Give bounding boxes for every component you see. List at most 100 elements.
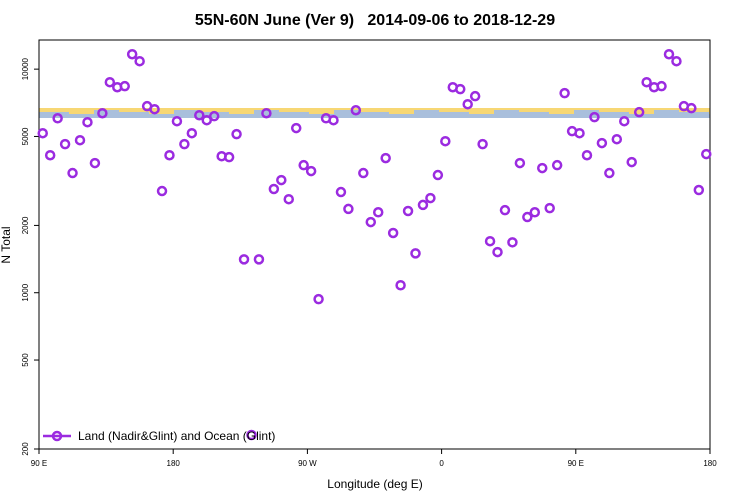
point <box>619 115 630 127</box>
point <box>477 138 488 150</box>
chart-title: 55N-60N June (Ver 9) 2014-09-06 to 2018-… <box>195 12 555 29</box>
point <box>522 211 533 223</box>
point <box>454 83 466 95</box>
y-tick-label: 500 <box>21 353 30 367</box>
point <box>574 127 585 139</box>
y-tick-label: 2000 <box>21 216 30 234</box>
y-tick-label: 1000 <box>21 283 30 301</box>
point <box>611 133 623 145</box>
point <box>134 55 145 67</box>
point <box>410 248 421 259</box>
point <box>179 138 190 150</box>
point <box>492 246 503 258</box>
point <box>261 107 272 119</box>
point <box>67 167 78 179</box>
point <box>104 76 116 88</box>
point <box>276 174 287 186</box>
point <box>596 137 608 149</box>
point <box>462 98 473 110</box>
point <box>253 254 265 265</box>
y-tick-label: 10000 <box>21 57 30 80</box>
point <box>119 80 130 92</box>
point <box>156 185 168 197</box>
point <box>507 237 518 248</box>
point <box>641 76 652 88</box>
point <box>82 116 93 128</box>
point <box>380 152 391 164</box>
point <box>469 90 481 102</box>
point <box>372 207 384 218</box>
point <box>686 102 697 114</box>
point <box>432 169 444 181</box>
point <box>97 107 108 119</box>
legend-label: Land (Nadir&Glint) and Ocean (Glint) <box>78 429 275 443</box>
point <box>402 205 414 217</box>
legend-marker <box>51 430 63 442</box>
point <box>201 114 212 126</box>
point <box>529 207 541 218</box>
x-tick-label: 90 W <box>298 459 317 468</box>
map-strip <box>39 108 710 118</box>
point <box>238 254 250 265</box>
x-axis-label: Longitude (deg E) <box>327 477 422 491</box>
point <box>358 167 369 179</box>
point <box>663 48 675 60</box>
y-axis-label: N Total <box>0 226 13 263</box>
point <box>537 162 548 174</box>
x-tick-label: 90 E <box>31 459 47 468</box>
point <box>633 106 645 118</box>
point <box>223 151 235 163</box>
point <box>701 148 712 160</box>
point <box>149 103 160 115</box>
point <box>335 186 347 198</box>
point <box>37 127 48 139</box>
point <box>581 149 593 161</box>
point <box>499 204 511 216</box>
point <box>283 193 295 205</box>
point <box>395 279 406 291</box>
point <box>52 113 63 124</box>
x-tick-label: 180 <box>167 459 181 468</box>
point <box>417 199 429 211</box>
point <box>313 293 324 305</box>
point <box>551 159 563 171</box>
point <box>604 167 615 179</box>
point <box>89 157 101 169</box>
y-tick-label: 5000 <box>21 127 30 145</box>
point <box>171 115 183 127</box>
x-tick-label: 0 <box>439 459 444 468</box>
point <box>298 159 309 171</box>
point <box>440 135 451 147</box>
y-tick-label: 200 <box>21 442 30 456</box>
point <box>328 114 339 126</box>
point <box>164 149 175 161</box>
point <box>559 87 570 99</box>
point <box>425 192 436 204</box>
point <box>290 122 302 134</box>
point <box>59 138 71 150</box>
point <box>126 48 138 60</box>
x-tick-label: 90 E <box>568 459 584 468</box>
point <box>246 429 257 441</box>
plot-frame <box>38 39 711 450</box>
point <box>194 109 205 121</box>
point <box>74 134 86 146</box>
point <box>305 165 317 177</box>
point <box>231 128 242 140</box>
point <box>693 184 705 196</box>
point <box>365 216 377 228</box>
point <box>656 80 667 92</box>
point <box>484 235 496 247</box>
point <box>343 203 354 215</box>
point <box>268 183 280 195</box>
point <box>186 127 198 139</box>
point <box>514 157 526 169</box>
point <box>544 202 555 214</box>
point <box>44 149 56 161</box>
point <box>626 156 637 168</box>
point <box>208 110 220 122</box>
point <box>387 227 399 239</box>
point <box>350 104 362 116</box>
point <box>671 55 682 67</box>
